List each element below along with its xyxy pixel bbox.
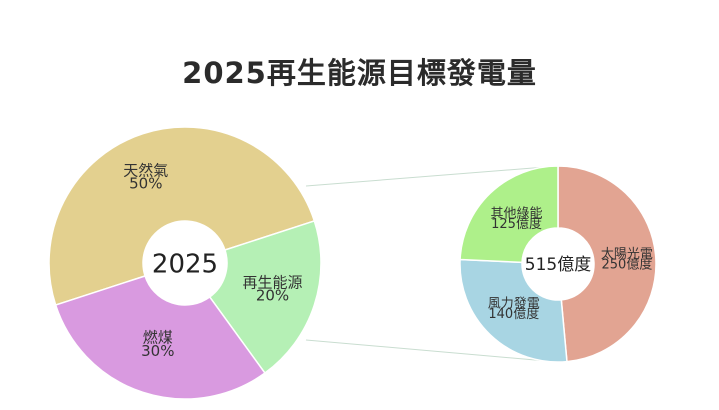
donut-0-slice-2: [54, 275, 266, 400]
donut-0-center-label: 2025: [152, 249, 218, 279]
donut-1-slice-1-value: 140億度: [488, 306, 539, 322]
donut-0-slice-1-value: 20%: [256, 287, 289, 305]
donut-0-slice-0: [48, 126, 316, 306]
chart-title: 2025再生能源目標發電量: [182, 56, 537, 90]
donut-1-slice-0: [557, 165, 657, 363]
donut-1-slice-0-value: 250億度: [602, 257, 653, 273]
connector-lines: [305, 165, 559, 363]
donut-1-slice-1: [459, 258, 568, 363]
donut-1-slice-0-name: 太陽光電: [601, 247, 653, 262]
donut-1-slice-2-name: 其他綠能: [491, 207, 543, 222]
connector-line-bottom: [305, 339, 559, 363]
donut-0-slice-0-name: 天然氣: [123, 161, 168, 179]
donut-0-slice-2-value: 30%: [141, 342, 174, 360]
donut-1-slice-2-value: 125億度: [491, 216, 542, 232]
donut-1-center-label: 515億度: [525, 255, 591, 275]
connector-line-top: [305, 165, 559, 187]
donut-1-slice-2: [459, 165, 559, 264]
donut-1-slice-1-name: 風力發電: [488, 296, 540, 311]
donut-0-slice-1-name: 再生能源: [242, 273, 302, 291]
donut-0-slice-0-value: 50%: [129, 175, 162, 193]
donut-0-slice-2-name: 燃煤: [143, 329, 173, 347]
